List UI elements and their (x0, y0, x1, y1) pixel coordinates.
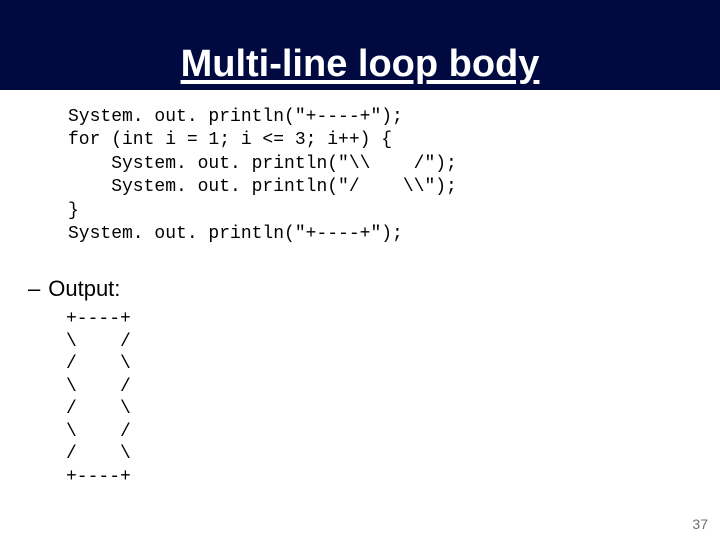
output-block: +----+ \ / / \ \ / / \ \ / / \ +----+ (66, 308, 720, 488)
output-section: – Output: +----+ \ / / \ \ / / \ \ / / \… (28, 276, 720, 488)
bullet-dash-icon: – (28, 276, 40, 302)
slide-title: Multi-line loop body (181, 43, 540, 86)
output-label-row: – Output: (28, 276, 720, 302)
page-number: 37 (692, 516, 708, 532)
slide: Multi-line loop body System. out. printl… (0, 0, 720, 540)
output-label: Output: (48, 276, 120, 302)
code-block: System. out. println("+----+"); for (int… (68, 106, 720, 246)
title-bar: Multi-line loop body (0, 0, 720, 90)
